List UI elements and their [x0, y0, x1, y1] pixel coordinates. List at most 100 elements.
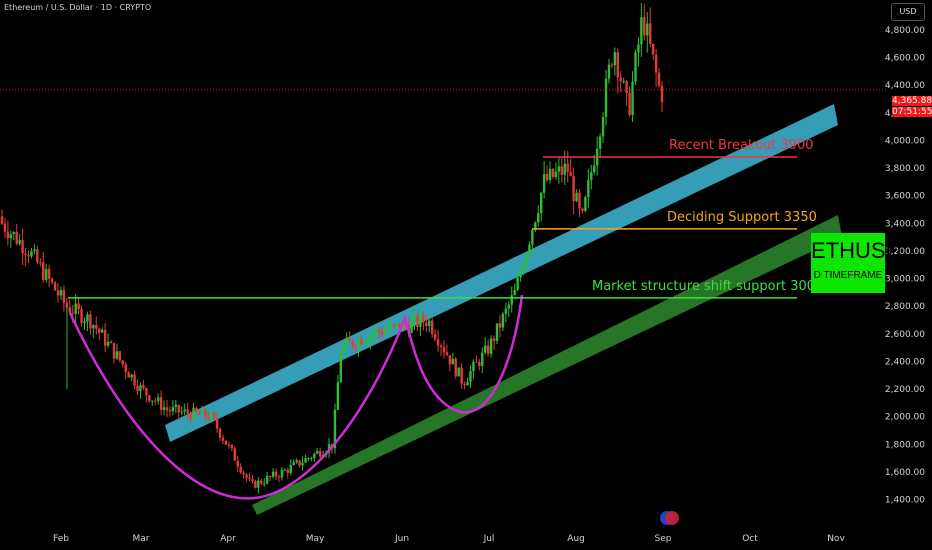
- event-icon: [665, 511, 679, 525]
- x-tick-label: Oct: [742, 534, 758, 544]
- y-tick-label: 3,800.00: [885, 164, 925, 174]
- candle-body: [39, 262, 42, 264]
- candle-body: [236, 460, 239, 467]
- candle-body: [24, 253, 27, 255]
- candle-body: [201, 409, 204, 415]
- candle-body: [239, 466, 242, 473]
- candle-body: [348, 337, 351, 341]
- candle-body: [98, 328, 101, 333]
- candle-body: [221, 437, 225, 441]
- candle-body: [56, 290, 60, 296]
- candle-body: [215, 418, 219, 429]
- x-tick-label: Feb: [53, 534, 69, 544]
- levels-layer: Recent Breakout 3900 Deciding Support 335…: [0, 89, 888, 299]
- candle-body: [186, 409, 189, 414]
- y-tick-label: 4,600.00: [885, 54, 925, 64]
- candle-body: [598, 136, 602, 149]
- candle-body: [640, 17, 643, 45]
- candle-body: [360, 338, 363, 345]
- candle-body: [316, 451, 319, 454]
- candle-body: [257, 480, 260, 488]
- candle-body: [625, 81, 628, 93]
- candle-body: [430, 320, 434, 335]
- candle-body: [174, 404, 178, 408]
- candle-body: [513, 289, 516, 296]
- candle-body: [124, 364, 127, 373]
- candle-body: [62, 290, 66, 303]
- candle-body: [260, 480, 263, 484]
- candle-body: [100, 329, 104, 333]
- candle-body: [227, 444, 231, 446]
- candle-body: [263, 483, 266, 485]
- x-tick-label: Jul: [483, 534, 495, 544]
- cup-handle-layer: [68, 294, 524, 500]
- candle-body: [510, 295, 513, 305]
- candle-body: [27, 254, 30, 257]
- candle-body: [195, 407, 198, 413]
- candle-body: [180, 411, 183, 413]
- candle-body: [59, 290, 63, 296]
- candle-body: [342, 344, 345, 354]
- candle-body: [183, 409, 186, 412]
- upper-channel-band: [165, 104, 838, 442]
- candle-body: [545, 174, 549, 181]
- candle-body: [392, 324, 396, 326]
- countdown-label: 07:51:55: [892, 107, 932, 117]
- candle-body: [525, 254, 528, 268]
- candle-body: [351, 340, 354, 347]
- candle-body: [319, 451, 322, 457]
- candle-body: [21, 240, 24, 254]
- candle-body: [425, 322, 428, 326]
- candle-body: [498, 323, 502, 328]
- candle-body: [643, 17, 646, 36]
- candle-body: [451, 358, 455, 365]
- level-label: Recent Breakout 3900: [669, 138, 814, 153]
- candle-body: [95, 325, 98, 329]
- candle-body: [148, 395, 151, 402]
- candle-body: [339, 353, 343, 383]
- candle-body: [587, 179, 590, 198]
- candle-body: [657, 72, 661, 86]
- candle-body: [463, 383, 466, 386]
- candle-body: [77, 303, 80, 310]
- candle-body: [469, 371, 472, 382]
- y-tick-label: 4,000.00: [885, 136, 925, 146]
- candle-body: [366, 341, 369, 343]
- candle-body: [613, 52, 617, 66]
- candle-body: [634, 52, 637, 82]
- candle-body: [47, 269, 51, 279]
- candle-body: [472, 361, 475, 372]
- cup-handle-curve: [68, 294, 524, 500]
- y-tick-label: 1,800.00: [885, 440, 925, 450]
- candle-body: [286, 469, 290, 473]
- candle-body: [224, 440, 228, 445]
- lower-channel-band: [252, 215, 842, 515]
- candle-body: [198, 412, 201, 415]
- y-tick-label: 3,400.00: [885, 219, 925, 229]
- candle-body: [209, 412, 213, 420]
- y-tick-label: 4,400.00: [885, 81, 925, 91]
- candle-body: [112, 343, 116, 359]
- candle-body: [357, 338, 360, 348]
- candle-body: [271, 471, 275, 477]
- candle-body: [6, 231, 10, 239]
- candle-body: [395, 323, 399, 325]
- candle-body: [516, 277, 519, 290]
- candle-body: [118, 351, 122, 361]
- candle-body: [109, 341, 113, 344]
- candle-body: [280, 470, 284, 478]
- candle-body: [566, 163, 569, 173]
- y-tick-label: 3,000.00: [885, 275, 925, 285]
- candle-body: [575, 192, 578, 202]
- candle-body: [42, 262, 45, 280]
- candle-body: [354, 346, 357, 348]
- candle-body: [548, 168, 552, 181]
- candle-body: [168, 410, 172, 412]
- candle-body: [542, 174, 546, 193]
- candle-body: [534, 222, 537, 231]
- candle-body: [71, 312, 74, 314]
- candle-body: [377, 329, 381, 333]
- y-tick-label: 4,800.00: [885, 26, 925, 36]
- currency-button[interactable]: USD: [891, 3, 925, 21]
